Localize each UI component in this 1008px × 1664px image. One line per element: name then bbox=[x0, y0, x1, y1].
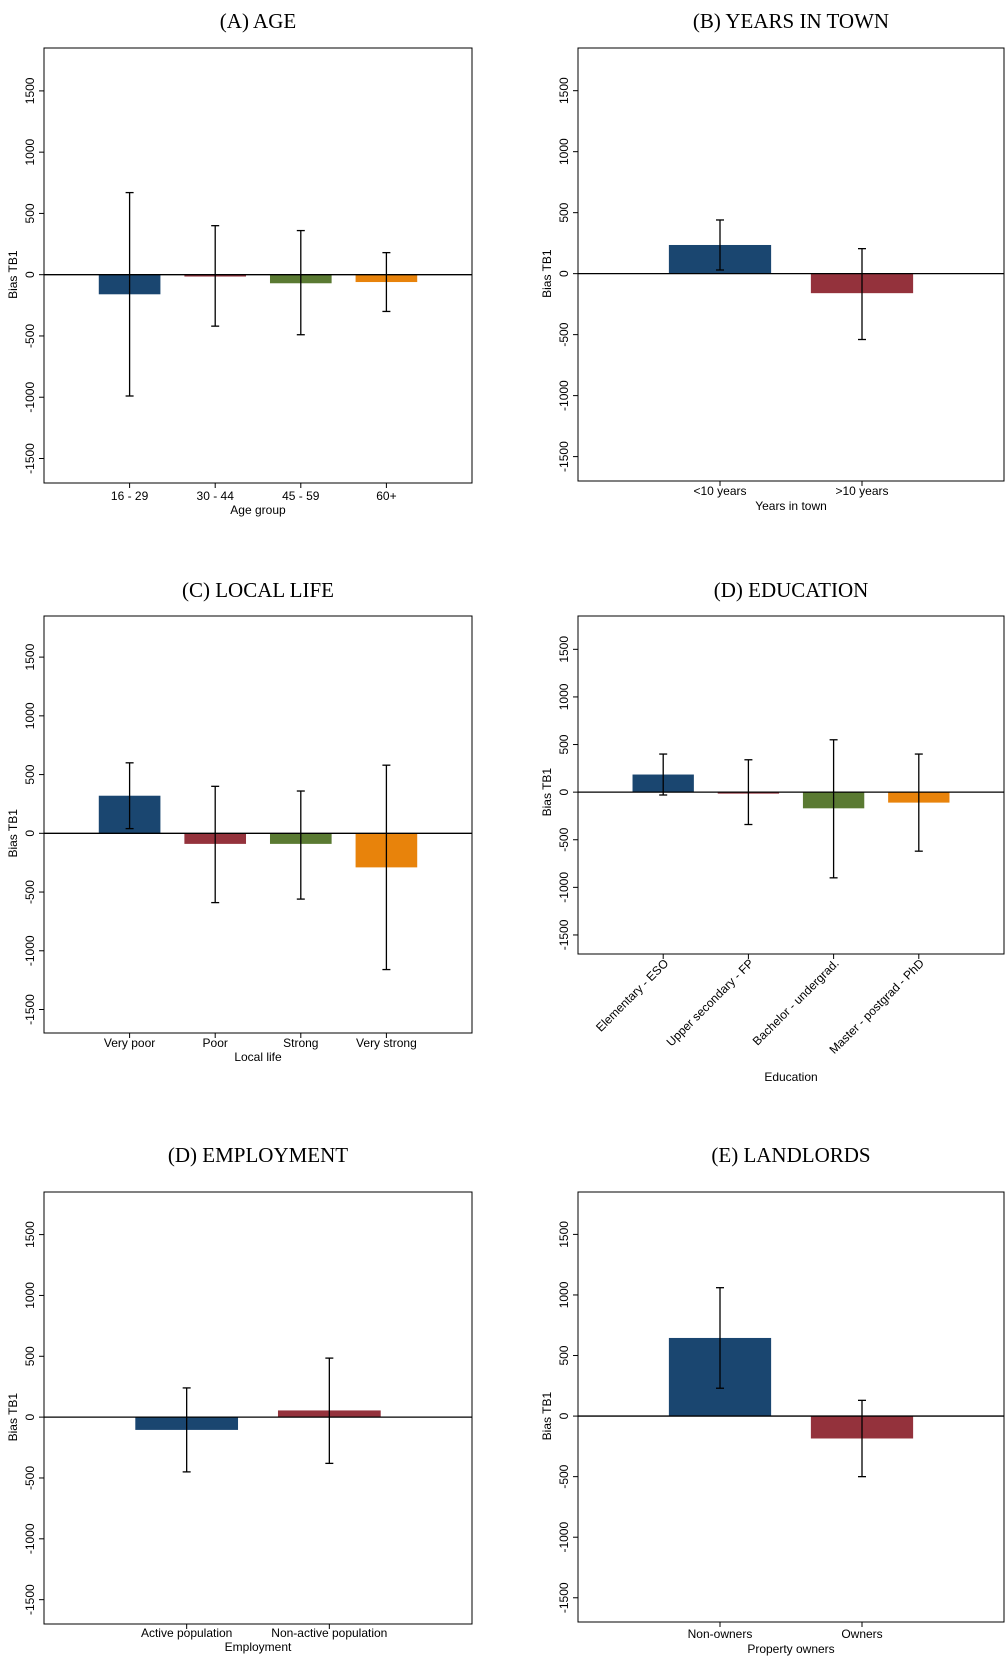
chart-panel: (B) YEARS IN TOWN 1500 1000 500 0 -500 -1000 -1… bbox=[540, 9, 1005, 513]
y-axis-label: Bias TB1 bbox=[540, 249, 554, 298]
y-tick-label: 1000 bbox=[557, 1281, 571, 1308]
y-tick-label: 0 bbox=[557, 270, 571, 277]
x-tick-label: Active population bbox=[141, 1626, 232, 1640]
y-tick-label: 0 bbox=[23, 1413, 37, 1420]
y-tick-label: -1500 bbox=[557, 919, 571, 950]
x-axis-label: Property owners bbox=[747, 1642, 834, 1656]
x-tick-label: 30 - 44 bbox=[197, 489, 235, 503]
x-tick-label: 60+ bbox=[376, 489, 396, 503]
y-tick-label: -1500 bbox=[557, 1582, 571, 1613]
y-axis-label: Bias TB1 bbox=[6, 1393, 20, 1442]
y-tick-label: -1500 bbox=[23, 1584, 37, 1615]
chart-title: (C) LOCAL LIFE bbox=[182, 578, 334, 602]
y-tick-label: -500 bbox=[23, 880, 37, 904]
y-tick-label: 1000 bbox=[557, 138, 571, 165]
y-tick-label: 1000 bbox=[557, 683, 571, 710]
y-tick-label: -1000 bbox=[557, 380, 571, 411]
y-tick-label: 1500 bbox=[23, 643, 37, 670]
x-tick-label: <10 years bbox=[693, 484, 746, 498]
y-tick-label: -500 bbox=[23, 324, 37, 348]
x-axis-label: Age group bbox=[230, 503, 286, 517]
x-axis-label: Education bbox=[764, 1070, 817, 1084]
x-axis-label: Years in town bbox=[755, 499, 827, 513]
y-axis-label: Bias TB1 bbox=[6, 250, 20, 299]
y-tick-label: 0 bbox=[557, 788, 571, 795]
y-tick-label: 1000 bbox=[23, 702, 37, 729]
x-tick-label: 16 - 29 bbox=[111, 489, 149, 503]
y-tick-label: 500 bbox=[557, 734, 571, 754]
y-tick-label: -500 bbox=[557, 1464, 571, 1488]
y-tick-label: 1000 bbox=[23, 138, 37, 165]
y-tick-label: -1500 bbox=[557, 441, 571, 472]
chart-panel: (C) LOCAL LIFE 1500 1000 500 0 -500 -1000 -1500… bbox=[6, 578, 473, 1064]
y-tick-label: -1000 bbox=[23, 935, 37, 966]
y-tick-label: -500 bbox=[557, 827, 571, 851]
chart-panel: (A) AGE 1500 1000 500 0 -500 -1000 -1500 Bias TB… bbox=[6, 9, 473, 517]
x-tick-label: 45 - 59 bbox=[282, 489, 320, 503]
y-tick-label: 1000 bbox=[23, 1282, 37, 1309]
y-tick-label: -500 bbox=[23, 1466, 37, 1490]
y-tick-label: 1500 bbox=[23, 1221, 37, 1248]
plot-frame bbox=[43, 47, 473, 484]
x-tick-label: Poor bbox=[203, 1036, 228, 1050]
x-tick-label: Upper secondary - FP bbox=[664, 956, 757, 1049]
x-tick-label: Very poor bbox=[104, 1036, 155, 1050]
chart-panel: (D) EDUCATION 1500 1000 500 0 -500 -1000 -1500 B… bbox=[540, 578, 1005, 1084]
x-tick-label: Master - postgrad - PhD bbox=[826, 956, 927, 1057]
x-tick-label: Non-owners bbox=[688, 1627, 753, 1641]
y-tick-label: 1500 bbox=[23, 77, 37, 104]
x-axis-label: Employment bbox=[225, 1640, 292, 1654]
y-tick-label: -500 bbox=[557, 322, 571, 346]
y-tick-label: 500 bbox=[23, 1346, 37, 1366]
chart-title: (D) EMPLOYMENT bbox=[168, 1143, 348, 1167]
y-tick-label: 0 bbox=[23, 271, 37, 278]
x-tick-label: Owners bbox=[841, 1627, 882, 1641]
y-tick-label: 500 bbox=[23, 764, 37, 784]
y-tick-label: -1000 bbox=[23, 1523, 37, 1554]
x-tick-label: Very strong bbox=[356, 1036, 417, 1050]
plot-frame bbox=[577, 1191, 1005, 1623]
plot-frame bbox=[43, 1191, 473, 1625]
y-tick-label: 0 bbox=[23, 830, 37, 837]
x-tick-label: Bachelor - undergrad. bbox=[750, 956, 842, 1048]
x-tick-label: Strong bbox=[283, 1036, 318, 1050]
plot-frame bbox=[577, 615, 1005, 955]
chart-title: (D) EDUCATION bbox=[714, 578, 869, 602]
y-axis-label: Bias TB1 bbox=[540, 1392, 554, 1441]
y-tick-label: -1000 bbox=[23, 382, 37, 413]
chart-title: (B) YEARS IN TOWN bbox=[693, 9, 889, 33]
y-axis-label: Bias TB1 bbox=[6, 809, 20, 858]
chart-panel: (D) EMPLOYMENT 1500 1000 500 0 -500 -1000 -1500… bbox=[6, 1143, 473, 1654]
y-tick-label: 0 bbox=[557, 1412, 571, 1419]
y-tick-label: -1500 bbox=[23, 443, 37, 474]
y-tick-label: 500 bbox=[557, 202, 571, 222]
y-tick-label: -1000 bbox=[557, 1522, 571, 1553]
x-axis-label: Local life bbox=[234, 1050, 282, 1064]
chart-panel: (E) LANDLORDS 1500 1000 500 0 -500 -1000 -1500 B… bbox=[540, 1143, 1005, 1656]
y-tick-label: -1500 bbox=[23, 994, 37, 1025]
y-tick-label: 1500 bbox=[557, 636, 571, 663]
plot-frame bbox=[577, 47, 1005, 482]
x-tick-label: >10 years bbox=[835, 484, 888, 498]
y-tick-label: 1500 bbox=[557, 1221, 571, 1248]
chart-title: (A) AGE bbox=[220, 9, 296, 33]
y-tick-label: 500 bbox=[557, 1345, 571, 1365]
chart-title: (E) LANDLORDS bbox=[711, 1143, 870, 1167]
y-axis-label: Bias TB1 bbox=[540, 768, 554, 817]
y-tick-label: 1500 bbox=[557, 77, 571, 104]
y-tick-label: 500 bbox=[23, 203, 37, 223]
plot-frame bbox=[43, 615, 473, 1034]
x-tick-label: Elementary - ESO bbox=[593, 956, 671, 1034]
y-tick-label: -1000 bbox=[557, 872, 571, 903]
x-tick-label: Non-active population bbox=[271, 1626, 387, 1640]
